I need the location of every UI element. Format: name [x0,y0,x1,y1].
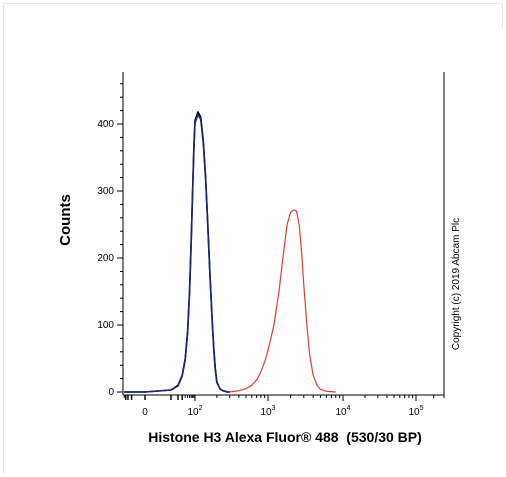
frame-edge [502,3,503,29]
x-tick-label: 105 [408,405,423,418]
y-axis-label: Counts [57,194,74,246]
y-tick-label: 100 [97,320,114,331]
x-tick-label: 103 [260,405,275,418]
series-line-2 [124,113,230,393]
series-lines [124,111,336,393]
y-tick-label: 0 [108,387,114,398]
x-tick-label: 102 [187,405,202,418]
x-tick-label: 0 [142,407,148,418]
image-frame [3,3,503,474]
x-axis-label: Histone H3 Alexa Fluor® 488 (530/30 BP) [148,429,422,445]
y-tick-label: 200 [97,253,114,264]
x-tick-label: 104 [335,405,350,418]
x-ticks: 0 102 103 104 105 [123,395,445,418]
copyright-annotation: Copyright (c) 2019 Abcam Plc [451,218,462,350]
y-tick-label: 300 [97,186,114,197]
y-ticks: 0 100 200 300 400 [97,83,123,398]
series-line-3 [229,209,336,393]
axes [122,72,445,396]
y-tick-label: 400 [97,119,114,130]
